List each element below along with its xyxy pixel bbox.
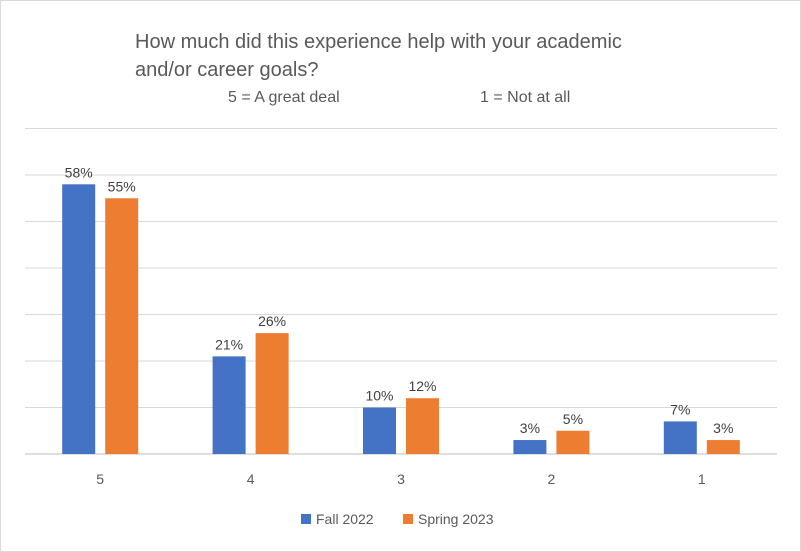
data-label: 55%	[108, 178, 136, 194]
data-labels: 58% 55% 21% 26% 10% 12% 3% 5% 7% 3%	[65, 164, 734, 436]
legend-label-spring-2023: Spring 2023	[418, 511, 494, 527]
bar-spring-2023-5	[105, 198, 139, 454]
bar-spring-2023-4	[255, 333, 289, 454]
legend-swatch-spring-2023	[403, 514, 413, 524]
legend-swatch-fall-2022	[301, 514, 311, 524]
data-label: 3%	[520, 420, 540, 436]
bar-fall-2022-4	[212, 356, 246, 454]
legend: Fall 2022 Spring 2023	[301, 511, 494, 527]
chart-title-line-1: How much did this experience help with y…	[135, 31, 622, 53]
data-label: 5%	[563, 411, 583, 427]
data-label: 26%	[258, 313, 286, 329]
data-label: 7%	[670, 401, 690, 417]
x-axis-ticks: 5 4 3 2 1	[96, 471, 706, 487]
x-tick-label: 5	[96, 471, 104, 487]
data-label: 58%	[65, 164, 93, 180]
data-label: 10%	[365, 388, 393, 404]
x-tick-label: 2	[548, 471, 556, 487]
bar-fall-2022-3	[363, 407, 396, 454]
x-tick-label: 1	[698, 471, 706, 487]
data-label: 12%	[408, 378, 436, 394]
gridlines	[25, 128, 777, 455]
chart-subtitle-right: 1 = Not at all	[480, 89, 570, 106]
bar-spring-2023-3	[406, 398, 439, 454]
bar-fall-2022-5	[62, 184, 96, 455]
x-tick-label: 4	[247, 471, 255, 487]
data-label: 21%	[215, 336, 243, 352]
data-label: 3%	[713, 420, 733, 436]
bars	[62, 184, 740, 455]
legend-label-fall-2022: Fall 2022	[316, 511, 374, 527]
bar-spring-2023-2	[556, 430, 590, 454]
bar-spring-2023-1	[706, 440, 740, 454]
x-tick-label: 3	[397, 471, 405, 487]
bar-fall-2022-2	[513, 440, 547, 454]
bar-fall-2022-1	[663, 421, 697, 454]
chart-title-line-2: and/or career goals?	[135, 59, 318, 81]
chart-subtitle-left: 5 = A great deal	[228, 89, 340, 106]
